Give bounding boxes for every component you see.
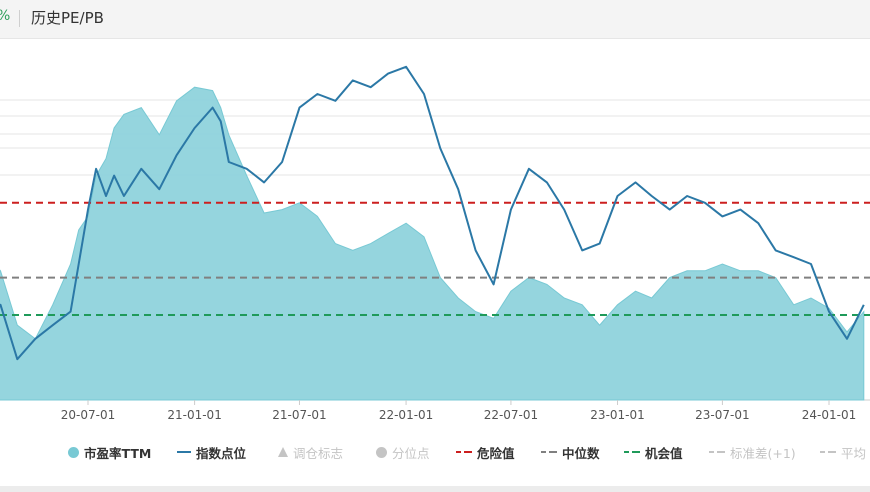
pe-ttm-area[interactable] bbox=[0, 86, 865, 401]
pe-index-chart[interactable]: 20-07-01 21-01-01 21-07-01 22-01-01 22-07-01… bbox=[0, 38, 870, 442]
legend-label: 中位数 bbox=[562, 445, 600, 461]
legend-dash-icon bbox=[541, 451, 557, 453]
chart-title[interactable]: 历史PE/PB bbox=[31, 9, 104, 27]
legend-item-quantile[interactable]: 分位点 bbox=[376, 442, 430, 462]
x-tick-label: 21-01-01 bbox=[167, 408, 221, 422]
legend-item-avg[interactable]: 平均 bbox=[820, 442, 866, 462]
legend-triangle-icon bbox=[278, 447, 288, 457]
legend-item-danger[interactable]: 危险值 bbox=[456, 442, 515, 462]
legend-label: 平均 bbox=[841, 445, 867, 461]
legend-label: 分位点 bbox=[392, 445, 430, 461]
legend-dash-icon bbox=[820, 451, 836, 453]
legend-item-median[interactable]: 中位数 bbox=[541, 442, 600, 462]
header-separator bbox=[19, 10, 20, 27]
legend-item-index[interactable]: 指数点位 bbox=[177, 442, 246, 462]
legend-dash-icon bbox=[624, 451, 640, 453]
x-tick-label: 23-01-01 bbox=[590, 408, 644, 422]
x-tick-label: 23-07-01 bbox=[695, 408, 749, 422]
x-tick-label: 22-01-01 bbox=[379, 408, 433, 422]
legend-item-std_plus[interactable]: 标准差(+1) bbox=[709, 442, 796, 462]
legend-label: 标准差(+1) bbox=[730, 445, 796, 461]
chart-header: % 历史PE/PB bbox=[0, 0, 870, 39]
x-tick-label: 24-01-01 bbox=[802, 408, 856, 422]
legend-circle-icon bbox=[68, 446, 79, 458]
percent-fragment: % bbox=[0, 8, 10, 24]
legend-dash-icon bbox=[456, 451, 472, 453]
index-points-line[interactable] bbox=[0, 65, 865, 361]
x-tick-label: 22-07-01 bbox=[484, 408, 538, 422]
legend-label: 机会值 bbox=[645, 445, 683, 461]
legend-label: 危险值 bbox=[477, 445, 515, 461]
chart-legend: 市盈率TTM 指数点位 调仓标志 分位点 危险值 中位数 机会值 标准差(+1) 平均 bbox=[0, 442, 870, 462]
legend-label: 市盈率TTM bbox=[84, 445, 152, 461]
x-tick-label: 20-07-01 bbox=[61, 408, 115, 422]
legend-item-rebalance[interactable]: 调仓标志 bbox=[278, 442, 343, 462]
legend-label: 调仓标志 bbox=[293, 445, 344, 461]
legend-line-icon bbox=[177, 451, 191, 453]
legend-label: 指数点位 bbox=[196, 445, 247, 461]
legend-item-opportunity[interactable]: 机会值 bbox=[624, 442, 683, 462]
legend-circle-icon bbox=[376, 446, 387, 458]
bottom-scrollbar[interactable] bbox=[0, 486, 870, 492]
legend-dash-icon bbox=[709, 451, 725, 453]
legend-item-pe[interactable]: 市盈率TTM bbox=[68, 442, 151, 462]
x-tick-label: 21-07-01 bbox=[272, 408, 326, 422]
